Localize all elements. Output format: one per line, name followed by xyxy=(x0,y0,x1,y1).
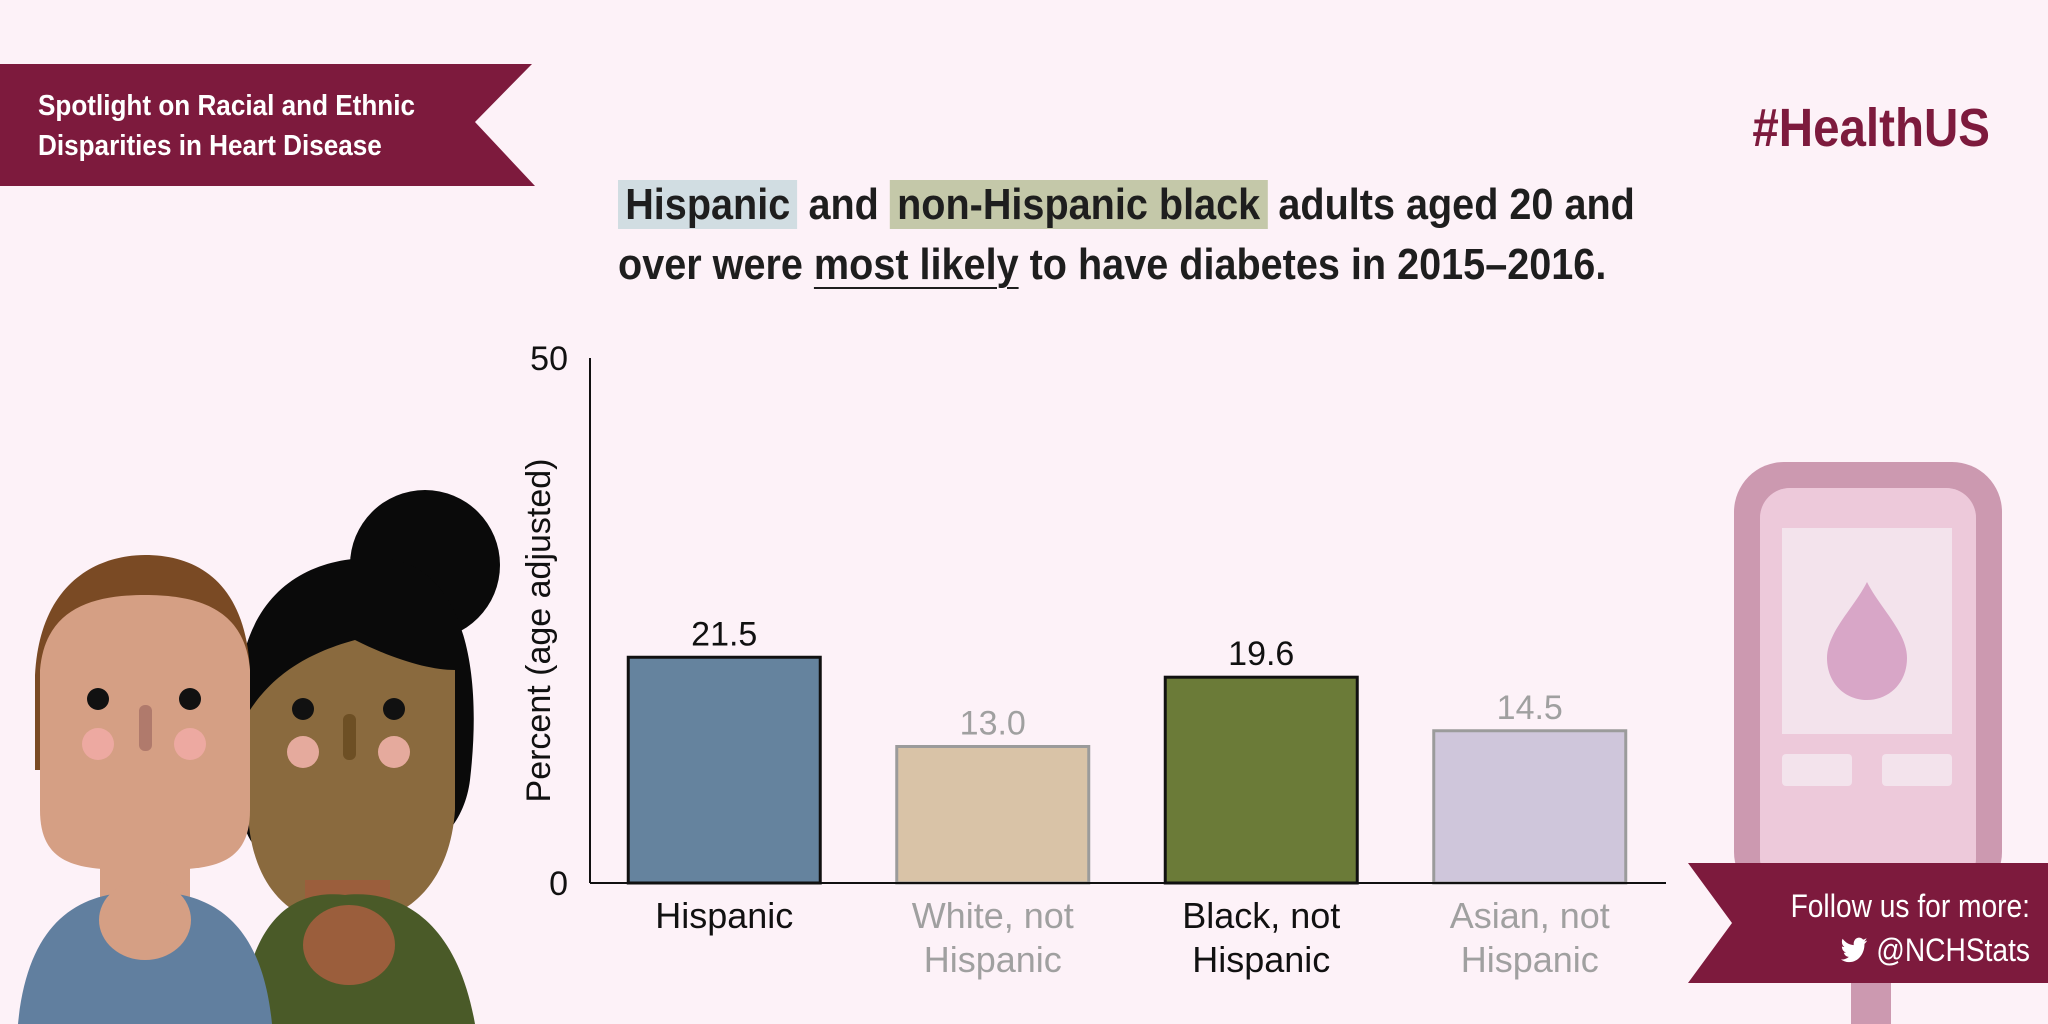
headline-line-2: over were most likely to have diabetes i… xyxy=(618,235,1606,295)
title-banner xyxy=(0,64,535,186)
y-tick-label-0: 0 xyxy=(549,865,568,903)
glucose-meter-illustration xyxy=(1734,462,2002,1024)
blood-drop-icon xyxy=(1827,582,1907,700)
headline-line2-start: over were xyxy=(618,240,814,289)
bar-value-label-2: 19.6 xyxy=(1228,635,1294,673)
follow-line: Follow us for more: xyxy=(1790,888,2030,924)
bar-value-label-1: 13.0 xyxy=(960,705,1026,743)
bar-value-label-3: 14.5 xyxy=(1497,689,1563,727)
twitter-handle[interactable]: @NCHStats xyxy=(1876,932,2030,968)
banner-title: Spotlight on Racial and Ethnic Dispariti… xyxy=(38,86,452,166)
most-likely-underlined: most likely xyxy=(813,240,1019,289)
follow-text: Follow us for more: @NCHStats xyxy=(1775,884,2030,972)
y-tick-label-50: 50 xyxy=(530,340,568,378)
headline-rest: adults aged 20 and xyxy=(1267,180,1635,229)
woman-figure xyxy=(237,490,500,1024)
headline-line2-end: to have diabetes in 2015–2016. xyxy=(1018,240,1607,289)
headline: Hispanic and non-Hispanic black adults a… xyxy=(618,175,1635,295)
banner-line-1: Spotlight on Racial and Ethnic xyxy=(38,90,416,122)
twitter-icon[interactable] xyxy=(1841,937,1868,963)
man-figure xyxy=(18,555,272,1024)
people-illustration xyxy=(18,490,500,1024)
banner-line-2: Disparities in Heart Disease xyxy=(38,130,382,162)
headline-line-1: Hispanic and non-Hispanic black adults a… xyxy=(618,175,1635,235)
plot-area: 0 50 Percent (age adjusted) 21.5 Hispanic 13.… xyxy=(520,340,1666,980)
y-axis-label: Percent (age adjusted) xyxy=(520,459,558,803)
bar-1 xyxy=(895,745,1091,885)
bar-value-label-0: 21.5 xyxy=(691,615,757,653)
x-tick-label-0-0: Hispanic xyxy=(655,895,793,936)
hashtag: #HealthUS xyxy=(1752,98,1990,158)
x-tick-label-2-1: Hispanic xyxy=(1192,939,1330,980)
follow-handle-row: @NCHStats xyxy=(1775,928,2030,972)
bar-3 xyxy=(1432,729,1628,885)
x-tick-label-1-0: White, not xyxy=(912,895,1074,936)
x-tick-label-1-1: Hispanic xyxy=(924,939,1062,980)
highlight-hispanic: Hispanic xyxy=(618,180,798,229)
bar-0 xyxy=(626,655,822,885)
bar-2 xyxy=(1163,675,1359,885)
x-tick-label-3-0: Asian, not xyxy=(1450,895,1610,936)
x-tick-label-3-1: Hispanic xyxy=(1461,939,1599,980)
x-tick-label-2-0: Black, not xyxy=(1182,895,1340,936)
follow-box xyxy=(1688,863,2048,983)
headline-and: and xyxy=(797,180,890,229)
highlight-black: non-Hispanic black xyxy=(889,180,1268,229)
diabetes-bar-chart: 0 50 Percent (age adjusted) 21.5 Hispanic 13.… xyxy=(520,340,1666,980)
